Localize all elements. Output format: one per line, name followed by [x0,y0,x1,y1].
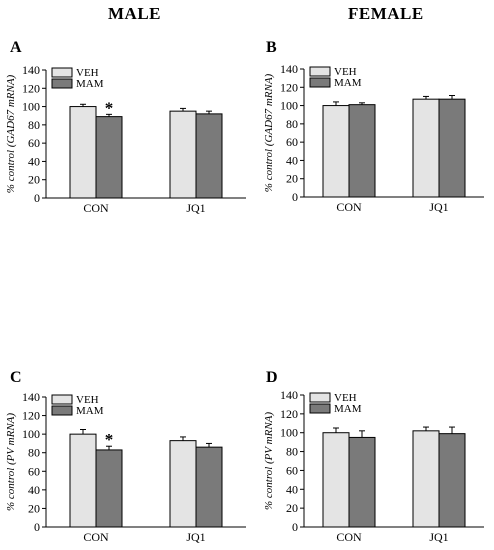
significance-marker: * [105,430,114,449]
bar-veh-con [69,433,97,528]
y-tick-label: 120 [22,409,40,423]
legend-label: MAM [76,405,104,417]
y-tick-label: 100 [280,99,298,113]
y-tick-label: 100 [22,427,40,441]
chart-panel-a: A 0 20 40 60 80 100 120 140 % control (GAD67 mRNA… [5,39,246,215]
x-tick-label: JQ1 [186,201,205,215]
bar-veh-con [322,432,350,528]
y-tick-label: 40 [28,483,40,497]
x-tick-label: CON [336,200,362,214]
y-axis-title: % control (GAD67 mRNA) [263,73,275,192]
legend-swatch-veh [51,394,73,405]
legend-label: VEH [334,66,357,78]
y-tick-label: 100 [22,100,40,114]
bar-mam-jq1 [438,98,466,198]
bar-mam-con [95,116,123,199]
x-tick-label: CON [83,530,109,544]
legend-swatch-mam [309,77,331,88]
y-tick-label: 60 [28,136,40,150]
legend-swatch-mam [51,78,73,89]
y-tick-label: 0 [292,190,298,204]
bar-veh-jq1 [412,98,440,198]
bar-veh-con [69,106,97,199]
legend-label: VEH [76,394,99,406]
y-tick-label: 0 [292,520,298,534]
legend-label: MAM [76,78,104,90]
legend-label: VEH [76,67,99,79]
female-column-header: FEMALE [348,4,424,23]
y-tick-label: 60 [28,464,40,478]
x-tick-label: JQ1 [429,530,448,544]
y-tick-label: 140 [22,63,40,77]
y-tick-label: 120 [280,407,298,421]
y-tick-label: 80 [28,118,40,132]
male-column-header: MALE [108,4,161,23]
chart-panel-b: B 0 20 40 60 80 100 120 140 % control (GAD67 mRNA… [263,39,484,214]
y-tick-label: 0 [34,191,40,205]
legend-label: VEH [334,392,357,404]
y-axis-title: % control (PV mRNA) [5,413,17,511]
bar-veh-con [322,105,350,198]
panel-letter: D [266,369,278,386]
chart-panel-d: D 0 20 40 60 80 100 120 140 % control (PV mRNA) CO… [263,369,484,544]
panel-letter: B [266,39,277,56]
y-tick-label: 20 [28,173,40,187]
legend-label: MAM [334,77,362,89]
y-tick-label: 100 [280,426,298,440]
y-tick-label: 40 [28,154,40,168]
y-tick-label: 140 [22,390,40,404]
significance-marker: * [105,98,114,117]
y-tick-label: 20 [286,172,298,186]
x-tick-label: JQ1 [429,200,448,214]
y-tick-label: 20 [286,501,298,515]
y-axis-title: % control (GAD67 mRNA) [5,74,17,193]
y-tick-label: 60 [286,463,298,477]
y-tick-label: 40 [286,482,298,496]
y-tick-label: 80 [286,117,298,131]
legend-swatch-veh [309,392,331,403]
bar-mam-con [348,104,376,198]
bar-veh-jq1 [169,110,197,199]
legend-swatch-veh [51,67,73,78]
y-tick-label: 80 [28,446,40,460]
panel-letter: A [10,39,22,56]
legend-swatch-mam [51,405,73,416]
bar-mam-jq1 [195,446,223,528]
panel-letter: C [10,369,22,386]
y-tick-label: 120 [22,81,40,95]
bar-mam-jq1 [438,433,466,528]
y-tick-label: 20 [28,501,40,515]
y-tick-label: 0 [34,520,40,534]
bar-veh-jq1 [412,430,440,528]
y-tick-label: 120 [280,80,298,94]
legend-swatch-mam [309,403,331,414]
x-tick-label: JQ1 [186,530,205,544]
bar-veh-jq1 [169,440,197,528]
bar-mam-jq1 [195,113,223,199]
y-tick-label: 140 [280,62,298,76]
y-tick-label: 40 [286,153,298,167]
x-tick-label: CON [83,201,109,215]
legend-label: MAM [334,403,362,415]
bar-mam-con [95,449,123,528]
y-tick-label: 60 [286,135,298,149]
bar-mam-con [348,436,376,528]
chart-panel-c: C 0 20 40 60 80 100 120 140 % control (PV mRNA) CO… [5,369,246,544]
y-tick-label: 140 [280,388,298,402]
y-tick-label: 80 [286,445,298,459]
y-axis-title: % control (PV mRNA) [263,412,275,510]
x-tick-label: CON [336,530,362,544]
legend-swatch-veh [309,66,331,77]
